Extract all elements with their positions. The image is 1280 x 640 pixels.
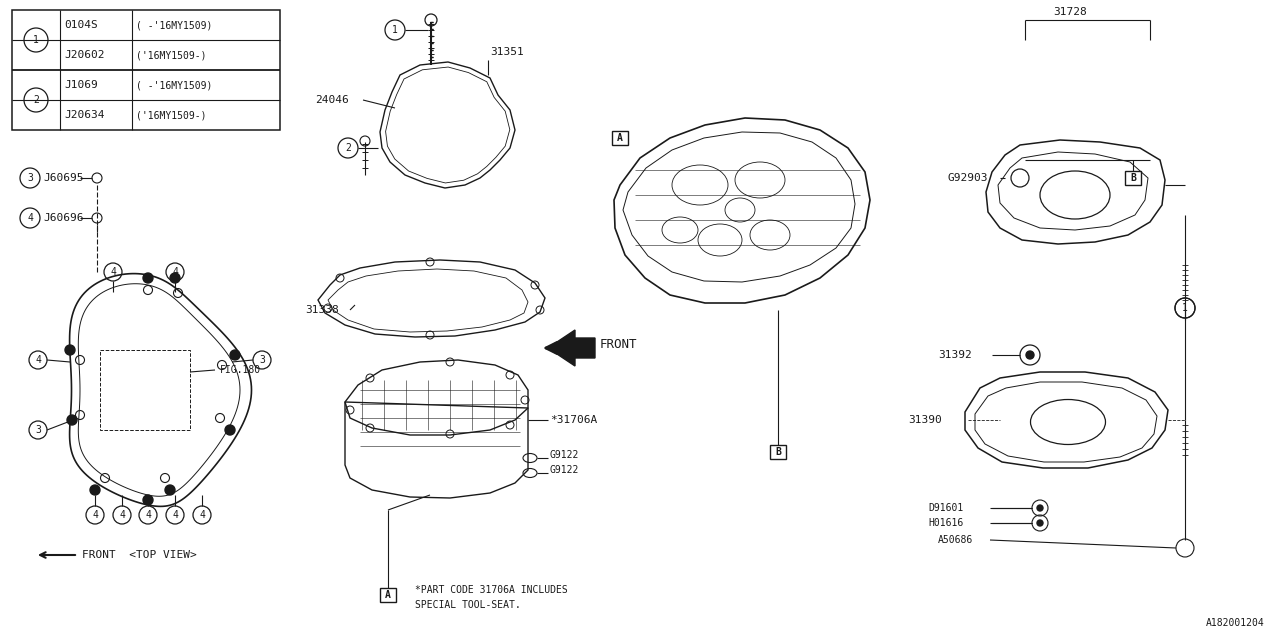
Text: ( -'16MY1509): ( -'16MY1509) [136,80,212,90]
Text: FIG.180: FIG.180 [220,365,261,375]
Bar [380,588,396,602]
Text: 4: 4 [200,510,205,520]
Circle shape [170,273,180,283]
Circle shape [165,485,175,495]
Text: 1: 1 [392,25,398,35]
Text: J1069: J1069 [64,80,97,90]
Circle shape [65,345,76,355]
Bar [1125,171,1140,185]
Text: J60695: J60695 [44,173,83,183]
Text: ('16MY1509-): ('16MY1509-) [136,50,206,60]
Text: ( -'16MY1509): ( -'16MY1509) [136,20,212,30]
Circle shape [143,273,154,283]
Text: 4: 4 [35,355,41,365]
Text: A182001204: A182001204 [1206,618,1265,628]
Text: B: B [1130,173,1135,183]
Bar [100,350,189,430]
Text: 24046: 24046 [315,95,348,105]
Text: 4: 4 [92,510,99,520]
Text: 31392: 31392 [938,350,972,360]
Circle shape [1037,520,1043,526]
Text: A: A [617,133,623,143]
Text: 4: 4 [27,213,33,223]
Text: 31351: 31351 [490,47,524,57]
Circle shape [1037,505,1043,511]
Text: B: B [776,447,781,457]
Text: 4: 4 [172,510,178,520]
Text: A: A [385,590,390,600]
Circle shape [67,415,77,425]
Text: 31390: 31390 [908,415,942,425]
Bar [12,10,280,130]
Text: 3: 3 [35,425,41,435]
Text: 3: 3 [259,355,265,365]
Text: 4: 4 [119,510,125,520]
Bar [612,131,628,145]
Text: 1: 1 [1181,303,1188,313]
Text: 2: 2 [33,95,38,105]
Text: 2: 2 [346,143,351,153]
Text: A50686: A50686 [938,535,973,545]
Text: G92903: G92903 [948,173,988,183]
Circle shape [1027,351,1034,359]
Text: G9122: G9122 [550,450,580,460]
Text: D91601: D91601 [928,503,964,513]
Text: *PART CODE 31706A INCLUDES: *PART CODE 31706A INCLUDES [415,585,568,595]
Text: *31706A: *31706A [550,415,598,425]
Text: 1: 1 [33,35,38,45]
Text: H01616: H01616 [928,518,964,528]
Circle shape [90,485,100,495]
Text: FRONT  <TOP VIEW>: FRONT <TOP VIEW> [82,550,197,560]
Text: G9122: G9122 [550,465,580,475]
Text: 0104S: 0104S [64,20,97,30]
Text: FRONT: FRONT [600,339,637,351]
Text: 3: 3 [27,173,33,183]
Text: J60696: J60696 [44,213,83,223]
Text: 4: 4 [110,267,116,277]
Bar [771,445,786,459]
Text: 31338: 31338 [305,305,339,315]
Text: J20602: J20602 [64,50,105,60]
Circle shape [225,425,236,435]
Text: 31728: 31728 [1053,7,1087,17]
Text: ('16MY1509-): ('16MY1509-) [136,110,206,120]
Text: 4: 4 [145,510,151,520]
Text: SPECIAL TOOL-SEAT.: SPECIAL TOOL-SEAT. [415,600,521,610]
Circle shape [143,495,154,505]
Polygon shape [548,330,595,366]
Circle shape [230,350,241,360]
Text: 4: 4 [172,267,178,277]
Text: J20634: J20634 [64,110,105,120]
